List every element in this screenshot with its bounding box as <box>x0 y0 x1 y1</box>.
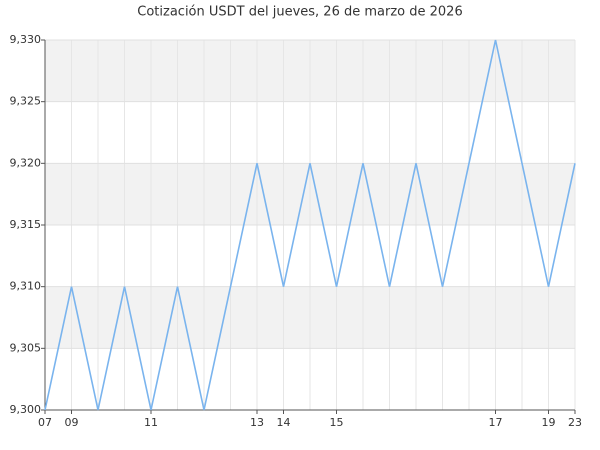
line <box>44 39 576 411</box>
x-tick-label: 07 <box>38 416 52 429</box>
x-tick-label: 14 <box>277 416 291 429</box>
y-tick-label: 9,330 <box>10 33 42 46</box>
x-tick-label: 17 <box>489 416 503 429</box>
x-tick-label: 11 <box>144 416 158 429</box>
y-tick-label: 9,305 <box>10 341 42 354</box>
y-tick-label: 9,325 <box>10 95 42 108</box>
x-tick-label: 15 <box>330 416 344 429</box>
y-tick-label: 9,320 <box>10 156 42 169</box>
x-tick-label: 09 <box>65 416 79 429</box>
y-tick-label: 9,315 <box>10 218 42 231</box>
y-tick-label: 9,310 <box>10 280 42 293</box>
chart-title: Cotización USDT del jueves, 26 de marzo … <box>137 5 462 20</box>
y-tick-label: 9,300 <box>10 403 42 416</box>
x-tick-label: 13 <box>250 416 264 429</box>
x-tick-label: 19 <box>542 416 556 429</box>
x-tick-label: 23 <box>568 416 582 429</box>
